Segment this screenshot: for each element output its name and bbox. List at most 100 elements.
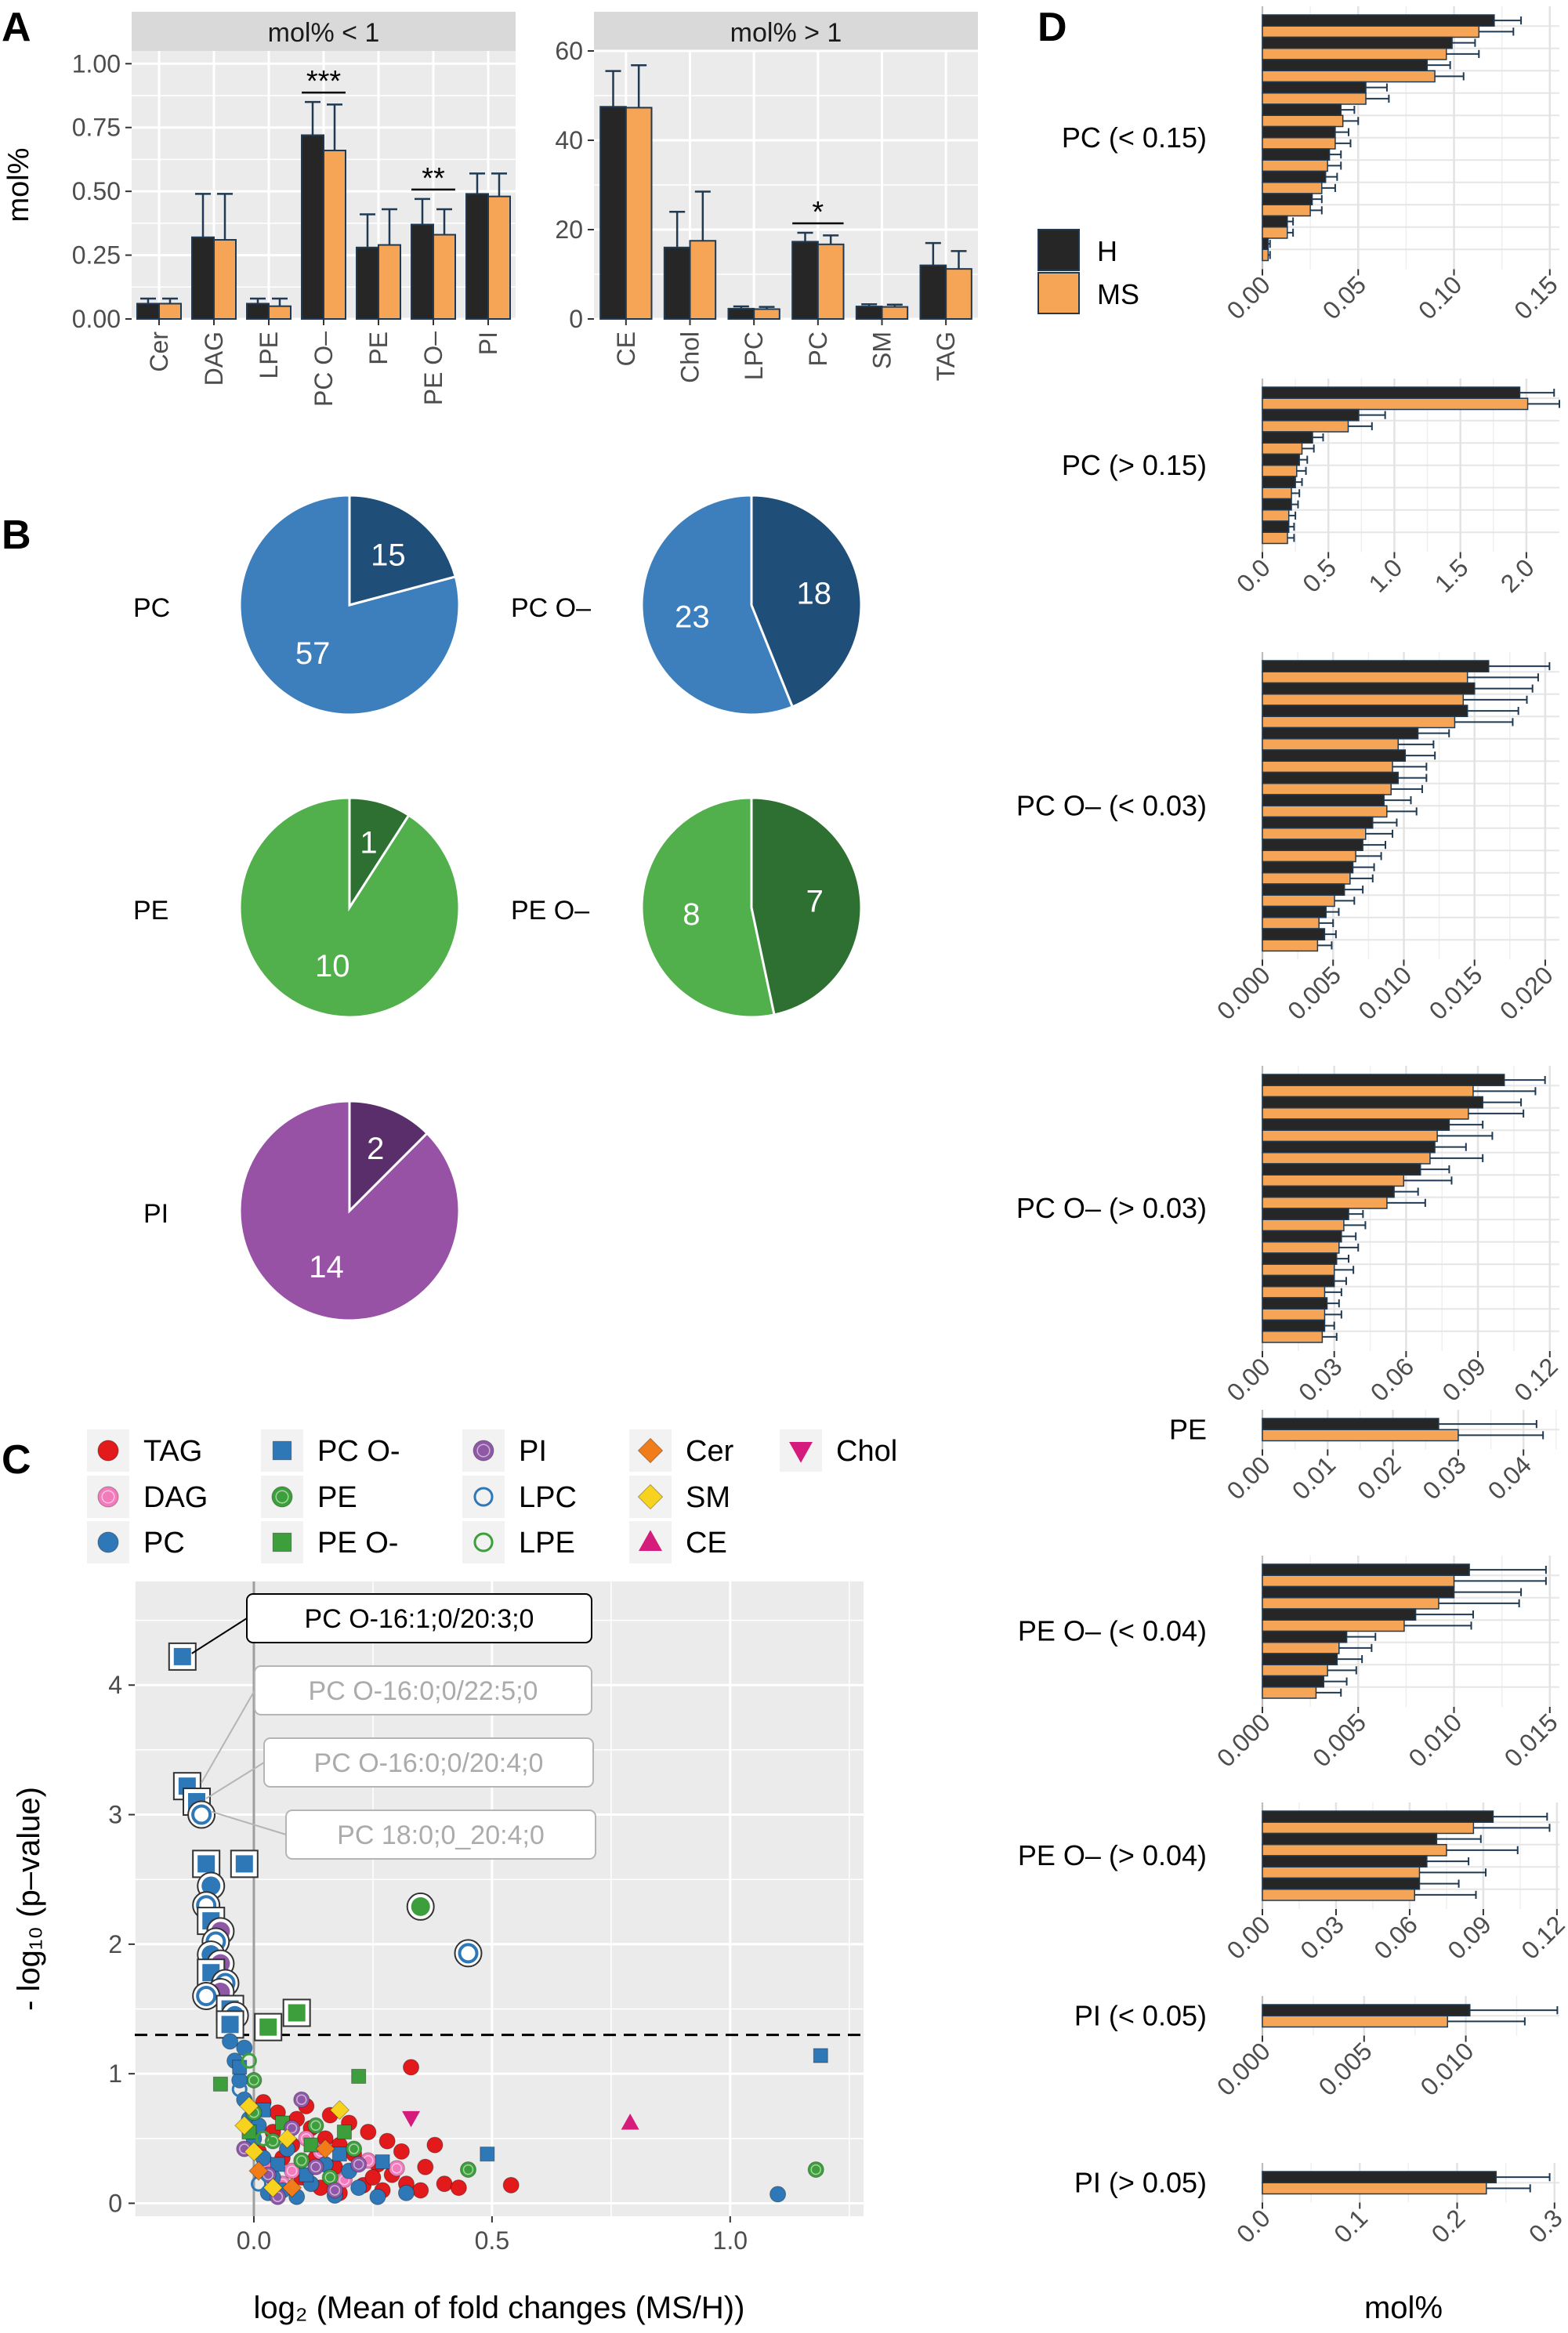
x-tick-label: 0.1 [1328,2204,1373,2248]
point-pc [369,2188,386,2205]
point-pi-ring [295,2094,307,2105]
x-tick-label: 1.0 [713,2226,748,2255]
pie-label: PI [143,1199,168,1229]
bar-h [1262,237,1269,250]
bar-h [1262,839,1363,851]
bar-h [1262,1319,1326,1332]
x-tick-label: 0.010 [1403,1708,1467,1772]
bar-h [411,223,434,320]
bar-ms [433,234,456,320]
bar-h [1262,726,1419,740]
x-tick-label: SM [868,331,896,369]
bar-h [1262,193,1313,205]
bar-h [1262,771,1400,784]
bar-h [1262,476,1296,488]
pie-value-minor: 18 [796,577,831,611]
bar-ms [1262,226,1288,239]
point-pe-ring [348,2143,360,2154]
legend-label: LPE [519,1527,575,1560]
bar-ms [1262,25,1480,38]
panel-letter: A [2,5,31,50]
legend-label: PC O- [317,1435,400,1468]
panel-a: mol% < 1 0.00 0.25 0.50 0.75 1.00 Cer DAG LPE PC … [2,12,978,407]
bar-h [1262,816,1374,829]
bar-h [301,134,324,320]
bar-ms [1262,872,1351,885]
bar-h [1262,103,1342,116]
x-tick-label: DAG [200,331,228,386]
x-tick-label: 0.12 [1508,1352,1563,1406]
bar-ms [881,306,909,320]
bar-h [1262,215,1288,228]
bar-ms [323,150,346,320]
point-pe-ring [810,2164,821,2175]
bar-ms [1262,182,1323,194]
x-tick-label: 0.00 [1221,270,1275,324]
point-pi [326,2182,343,2199]
point-ce [621,2113,639,2130]
pie-slice-minor [750,796,863,1016]
bar-ms [1262,1241,1340,1254]
point-dag [388,2160,405,2177]
x-tick-label: TAG [932,331,960,381]
x-tick-label: 0.020 [1494,961,1559,1025]
legend-label: PE [317,1481,357,1514]
point-peo- [212,2076,228,2092]
bar-ms [1262,248,1269,262]
bar-h [1262,2171,1497,2183]
x-tick-label: 1.0 [1363,553,1407,598]
bar-ms [1262,509,1290,522]
bar-h [1262,1608,1417,1621]
bar-h [1262,36,1453,49]
bar-ms [1262,1174,1405,1187]
bar-ms [1262,715,1456,729]
point-sm [244,2141,264,2162]
label-leader-line [210,1810,287,1835]
x-tick-label: 0.00 [1221,1451,1275,1505]
point-pe [307,2117,324,2134]
x-tick-label: PE O– [419,331,447,405]
point-pco- [232,2059,248,2075]
point-pco- [480,2146,495,2162]
label-box [246,1593,592,1643]
x-tick-label: 0.000 [1211,961,1276,1025]
bar-h [1262,928,1326,940]
point-sm [239,2096,259,2117]
facet-strip [594,12,978,51]
significance-stars: *** [306,65,342,98]
x-tick-label: 0.06 [1368,1910,1422,1964]
bar-ms [1262,760,1393,773]
bar-h [1262,1832,1438,1846]
pie-value-major: 10 [315,949,350,984]
point-label: PC O-16:1;0/20:3;0 [305,1604,534,1634]
bar-h [1262,1675,1324,1688]
panel-letter: C [2,1437,31,1483]
bar-ms [1262,1197,1388,1209]
point-pe-ring [324,2172,335,2183]
x-tick-label: 0.09 [1437,1352,1491,1406]
bar-h [663,246,691,320]
bar-ms [1262,783,1392,795]
bar-h [1262,1074,1505,1086]
x-tick-label: 0.15 [1508,270,1563,324]
legend-marker-pco- [272,1440,292,1461]
bar-h [1262,1140,1436,1154]
bar-ms [1262,1597,1439,1610]
bar-h [1262,794,1385,806]
y-tick-label: 0 [569,305,583,333]
bar-ms [1262,2015,1448,2028]
bar-ms [1262,1331,1324,1343]
bar-h [1262,148,1331,161]
point-pe-ring [310,2120,321,2132]
x-tick-label: 0.010 [1414,2037,1479,2101]
point-pi [293,2091,310,2108]
legend-label: H [1097,235,1117,267]
panel-letter: B [2,513,31,558]
point-pi-ring [286,2122,298,2134]
point-pi [307,2158,324,2175]
point-pe-ring [462,2164,474,2175]
point-lpc [196,1985,217,2006]
point-pc [397,2184,415,2201]
bar-h [1262,1252,1338,1265]
y-tick-label: 4 [108,1671,122,1699]
